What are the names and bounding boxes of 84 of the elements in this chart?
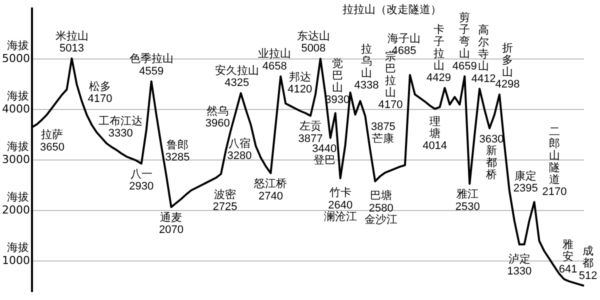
annotation: 成都 bbox=[582, 244, 594, 270]
data-label: 4170 bbox=[88, 93, 112, 106]
annotation: 芒康 bbox=[372, 132, 394, 145]
data-label: 5008 bbox=[301, 42, 326, 55]
annotation: 波密 bbox=[214, 188, 236, 201]
annotation: 然乌 bbox=[206, 104, 229, 118]
annotation: 拉乌山 bbox=[361, 42, 372, 80]
y-axis-title: 海拔 bbox=[6, 240, 29, 254]
data-label: 5013 bbox=[60, 42, 84, 54]
annotation: 拉萨 bbox=[41, 128, 64, 142]
data-label: 3875 bbox=[370, 120, 396, 133]
annotation: 登巴 bbox=[313, 154, 336, 167]
annotation: 怒江桥 bbox=[253, 177, 288, 190]
data-label: 4429 bbox=[426, 72, 451, 84]
data-label: 2740 bbox=[258, 190, 283, 202]
data-label: 4170 bbox=[378, 99, 403, 112]
annotation: 澜沧江 bbox=[324, 210, 357, 224]
data-label: 3440 bbox=[312, 142, 337, 155]
annotation: 康定 bbox=[514, 170, 537, 183]
text: 海拔 bbox=[6, 190, 29, 204]
data-label: 1330 bbox=[507, 265, 532, 278]
annotation: 雅安 bbox=[562, 238, 574, 264]
data-label: 3630 bbox=[479, 133, 504, 146]
data-label: 4014 bbox=[422, 140, 448, 152]
annotation: 工布江达 bbox=[98, 114, 143, 128]
annotation: 通麦 bbox=[160, 210, 182, 224]
data-label: 4659 bbox=[452, 60, 477, 72]
data-label: 512 bbox=[578, 270, 598, 282]
data-label: 2530 bbox=[455, 200, 480, 213]
data-label: 3650 bbox=[40, 141, 64, 154]
text: 海拔 bbox=[6, 140, 29, 153]
data-label: 3280 bbox=[227, 150, 252, 162]
annotation: 巴塘 bbox=[370, 189, 392, 202]
annotation: 八宿 bbox=[228, 136, 251, 150]
annotation: 邦达 bbox=[288, 70, 311, 84]
annotation: 新都桥 bbox=[485, 144, 498, 182]
y-tick-label: 2000 bbox=[2, 203, 30, 216]
data-label: 2580 bbox=[368, 202, 394, 214]
data-label: 641 bbox=[558, 263, 578, 276]
data-label: 3960 bbox=[205, 118, 230, 130]
annotation: 左贡 bbox=[299, 120, 322, 133]
y-tick-label: 1000 bbox=[2, 254, 30, 267]
data-label: 2170 bbox=[542, 186, 567, 198]
annotation: 海子山 bbox=[387, 32, 420, 45]
y-tick-label: 4000 bbox=[2, 102, 30, 116]
annotation: 业拉山 bbox=[258, 47, 292, 60]
data-label: 4120 bbox=[288, 84, 312, 96]
y-tick-label: 5000 bbox=[2, 52, 30, 65]
annotation: 鲁郎 bbox=[166, 138, 189, 152]
data-label: 3877 bbox=[298, 132, 323, 145]
annotation: 安久拉山 bbox=[214, 64, 259, 78]
data-label: 4412 bbox=[471, 72, 496, 85]
text: 海拔 bbox=[6, 38, 29, 52]
annotation: 松多 bbox=[88, 80, 111, 93]
annotation: 剪子弯山 bbox=[459, 11, 470, 60]
data-label: 2930 bbox=[129, 180, 154, 193]
annotation: 拉拉山（改走隧道） bbox=[342, 2, 442, 16]
annotation: 八一 bbox=[130, 167, 152, 180]
annotation: 理塘 bbox=[428, 114, 440, 140]
annotation: 雅江 bbox=[456, 188, 479, 201]
annotation: 东达山 bbox=[296, 30, 330, 43]
annotation: 米拉山 bbox=[55, 29, 88, 42]
annotation: 二郎山隧道 bbox=[549, 124, 560, 186]
annotation: 泸定 bbox=[508, 252, 530, 266]
data-label: 2640 bbox=[328, 199, 353, 212]
text: 海拔 bbox=[6, 89, 29, 102]
annotation: 金沙江 bbox=[364, 213, 398, 226]
data-label: 2395 bbox=[513, 182, 538, 195]
annotation: 高尔寺山 bbox=[478, 24, 490, 73]
data-label: 3330 bbox=[108, 127, 133, 140]
data-label: 4325 bbox=[224, 77, 250, 90]
data-label: 2725 bbox=[212, 201, 238, 214]
annotation: 竹卡 bbox=[329, 186, 352, 200]
data-label: 4658 bbox=[262, 60, 287, 72]
data-label: 4559 bbox=[139, 65, 164, 78]
data-label: 4298 bbox=[495, 78, 520, 91]
annotation: 卡子拉山 bbox=[433, 22, 444, 72]
data-label: 2070 bbox=[158, 224, 184, 236]
annotation: 觉巴山 bbox=[332, 56, 343, 94]
data-label: 4338 bbox=[354, 80, 379, 92]
y-tick-label: 3000 bbox=[2, 152, 30, 166]
annotation: 色季拉山 bbox=[129, 52, 174, 66]
data-label: 3285 bbox=[165, 152, 190, 164]
annotation: 折多山 bbox=[502, 41, 513, 78]
